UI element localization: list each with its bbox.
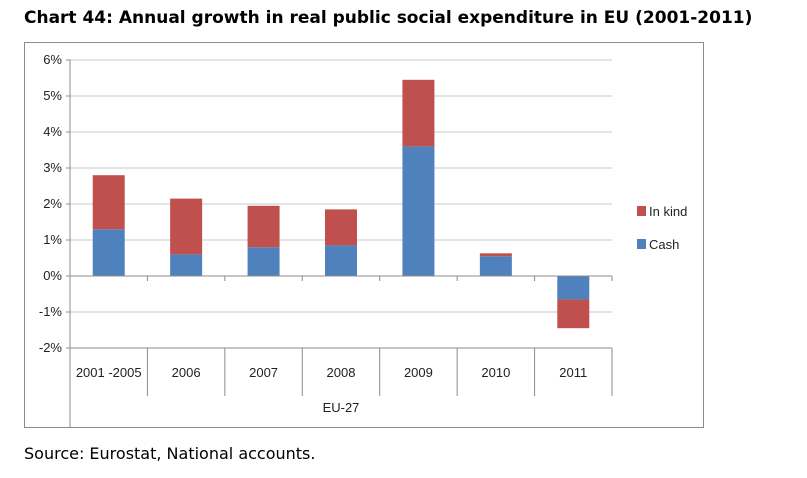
y-tick-label: 3%	[43, 160, 62, 175]
legend-label: In kind	[649, 204, 687, 219]
y-tick-label: -2%	[39, 340, 63, 355]
y-tick-label: 2%	[43, 196, 62, 211]
bar-in-kind	[247, 205, 280, 248]
x-tick-label: 2009	[404, 365, 433, 380]
bar-cash	[325, 245, 357, 276]
axis-layer: -2% -1% 0% 1% 2% 3% 4% 5% 6% 2001 -2005 2006 2007 20…	[39, 52, 613, 427]
legend-swatch	[637, 239, 646, 249]
legend-label: Cash	[649, 237, 679, 252]
bar-in-kind	[325, 209, 357, 246]
y-tick-label: 4%	[43, 124, 62, 139]
bars-layer	[92, 79, 590, 329]
bar-in-kind	[92, 175, 125, 230]
bar-in-kind	[402, 79, 435, 147]
x-tick-label: 2007	[249, 365, 278, 380]
x-tick-label: 2006	[172, 365, 201, 380]
bar-cash	[92, 229, 125, 276]
bar-cash	[247, 247, 280, 276]
grid-layer	[70, 59, 612, 349]
y-tick-label: 1%	[43, 232, 62, 247]
legend: In kind Cash	[637, 204, 687, 252]
bar-cash	[557, 276, 590, 300]
x-tick-label: 2001 -2005	[76, 365, 142, 380]
y-tick-label: 0%	[43, 268, 62, 283]
y-tick-label: 6%	[43, 52, 62, 67]
bar-cash	[402, 146, 435, 276]
source-note: Source: Eurostat, National accounts.	[24, 444, 316, 463]
group-label: EU-27	[323, 400, 360, 415]
bar-in-kind	[170, 198, 203, 255]
bar-cash	[479, 256, 512, 276]
bar-in-kind	[557, 299, 590, 329]
bar-in-kind	[479, 253, 512, 257]
y-tick-label: -1%	[39, 304, 63, 319]
chart-title: Chart 44: Annual growth in real public s…	[24, 8, 753, 28]
x-tick-label: 2010	[481, 365, 510, 380]
x-tick-label: 2008	[327, 365, 356, 380]
legend-swatch	[637, 206, 646, 216]
bar-cash	[170, 254, 203, 276]
x-tick-label: 2011	[559, 365, 587, 380]
chart-frame	[24, 42, 704, 428]
y-tick-label: 5%	[43, 88, 62, 103]
